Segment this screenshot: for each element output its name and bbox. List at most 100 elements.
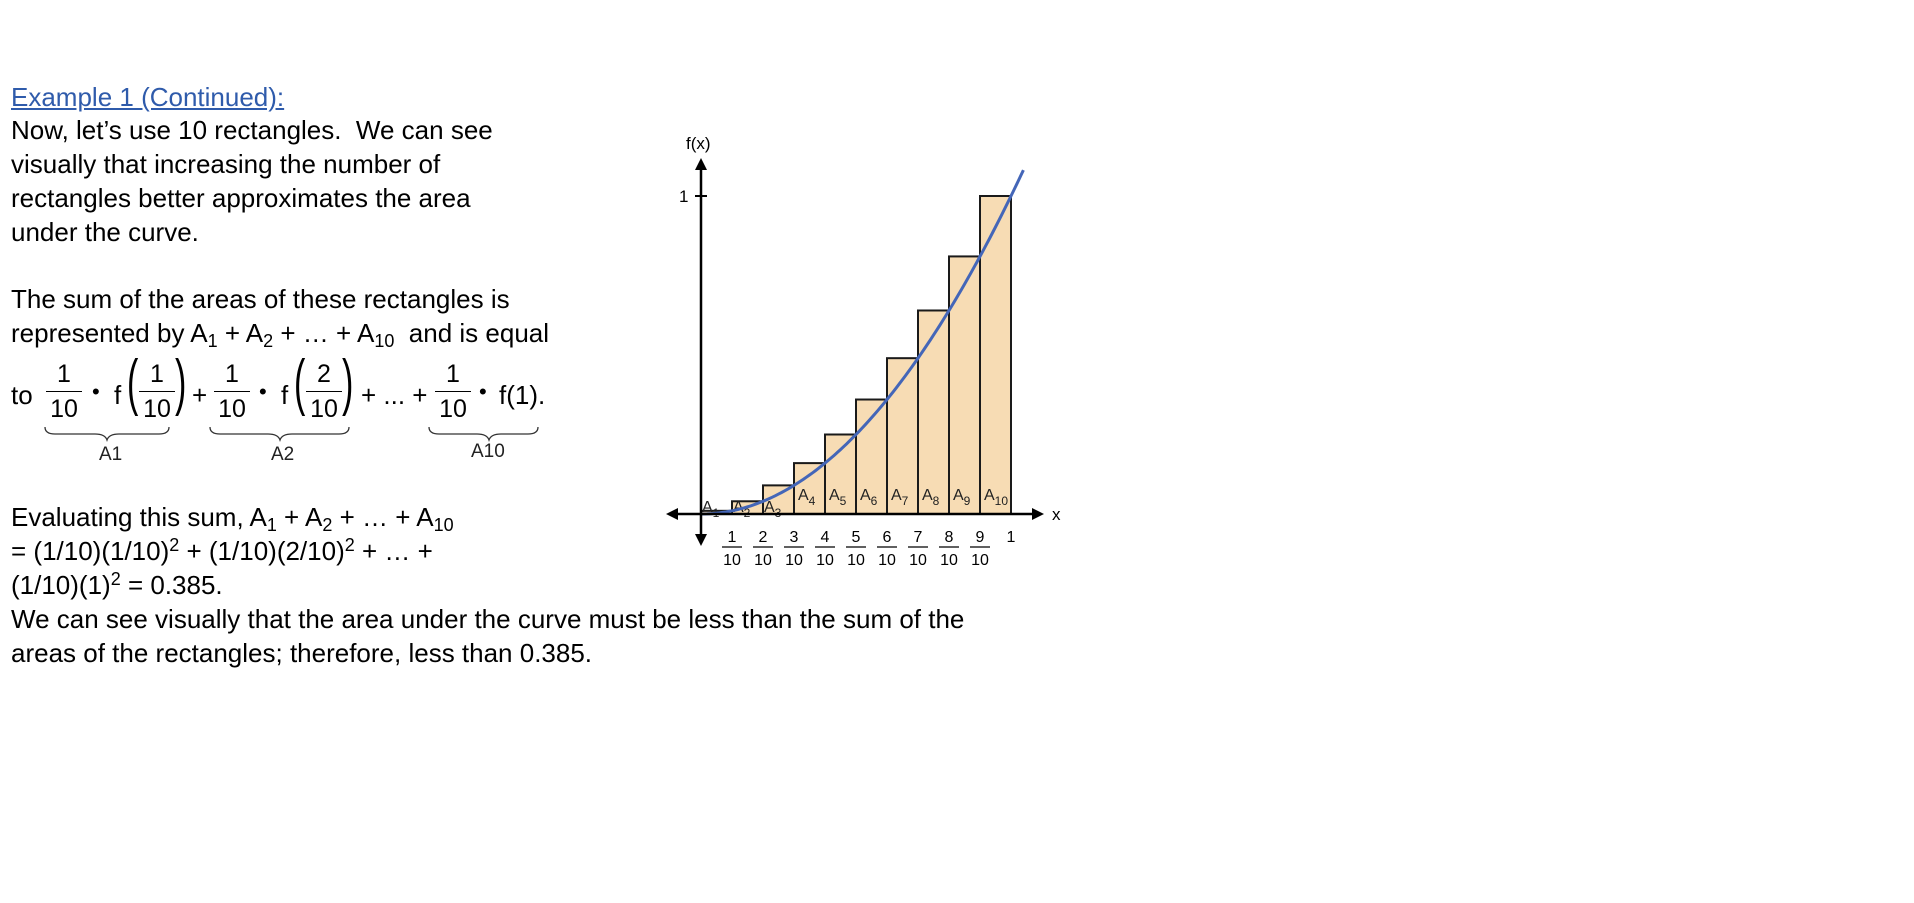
intro-line-3: rectangles better approximates the area bbox=[11, 183, 471, 213]
heading-link[interactable]: Example 1 (Continued): bbox=[11, 82, 285, 112]
x-tick-numerator-3: 3 bbox=[790, 529, 799, 546]
sum-text-a: represented by A bbox=[11, 318, 208, 348]
conclusion-line-2: areas of the rectangles; therefore, less… bbox=[11, 638, 593, 668]
fraction-numerator: 1 bbox=[446, 360, 460, 388]
dot-operator: • bbox=[479, 379, 487, 404]
fraction-arg-2: 2 10 bbox=[302, 359, 346, 424]
eval-sup-3: 2 bbox=[110, 569, 121, 589]
sum-text-c: + … + A bbox=[273, 318, 375, 348]
fraction-denominator: 10 bbox=[218, 395, 246, 423]
eval-sup-1: 2 bbox=[169, 535, 180, 555]
function-f-of-1: f(1). bbox=[499, 380, 546, 410]
x-tick-denominator-7: 10 bbox=[909, 552, 927, 569]
dot-operator: • bbox=[259, 379, 267, 404]
riemann-rectangles-graph: A1A2A3A4A5A6A7A8A9A10 f(x) 1 x 110210310… bbox=[666, 134, 1061, 569]
x-tick-denominator-3: 10 bbox=[785, 552, 803, 569]
x-tick-denominator-6: 10 bbox=[878, 552, 896, 569]
eval-expr-c: + … + bbox=[354, 536, 433, 566]
eval-expr-b: + (1/10)(2/10) bbox=[179, 536, 345, 566]
sum-sub-10: 10 bbox=[374, 331, 395, 351]
evaluating-line-3: (1/10)(1)2 = 0.385. bbox=[11, 568, 223, 602]
x-tick-numerator-6: 6 bbox=[883, 529, 892, 546]
rectangles-group bbox=[700, 195, 1012, 516]
function-f: f bbox=[114, 380, 122, 410]
y-axis-up-arrow bbox=[695, 158, 707, 170]
eval-expr-a: = (1/10)(1/10) bbox=[11, 536, 170, 566]
fraction-1-10: 1 10 bbox=[42, 359, 86, 424]
eval-sub-2: 2 bbox=[322, 515, 333, 535]
fraction-arg-1: 1 10 bbox=[135, 359, 179, 424]
underbrace-a1 bbox=[44, 426, 170, 443]
x-tick-denominator-2: 10 bbox=[754, 552, 772, 569]
intro-line-1: Now, let’s use 10 rectangles. We can see bbox=[11, 115, 493, 145]
underbrace-a10 bbox=[428, 426, 539, 443]
x-tick-numerator-7: 7 bbox=[914, 529, 923, 546]
arg-numerator: 1 bbox=[150, 360, 164, 388]
brace-label-a10: A10 bbox=[471, 441, 505, 462]
x-tick-numerator-5: 5 bbox=[852, 529, 861, 546]
ellipsis-plus: + ... + bbox=[361, 380, 428, 410]
eval-expr-d: (1/10)(1) bbox=[11, 570, 111, 600]
eval-sub-1: 1 bbox=[266, 515, 277, 535]
brace-label-a1: A1 bbox=[99, 444, 123, 465]
x-tick-label-1: 1 bbox=[1007, 529, 1016, 546]
brace-label-a2: A2 bbox=[271, 444, 295, 465]
sum-line-1: The sum of the areas of these rectangles… bbox=[11, 284, 510, 314]
fraction-1-10: 1 10 bbox=[431, 359, 475, 424]
y-axis-down-arrow bbox=[695, 534, 707, 546]
rectangle-a9 bbox=[948, 255, 981, 515]
eval-sup-2: 2 bbox=[344, 535, 355, 555]
formula-to: to bbox=[11, 380, 33, 410]
dot-operator: • bbox=[92, 379, 100, 404]
fraction-denominator: 10 bbox=[439, 395, 467, 423]
x-axis-label: x bbox=[1052, 505, 1061, 524]
intro-line-4: under the curve. bbox=[11, 217, 199, 247]
fraction-numerator: 1 bbox=[57, 360, 71, 388]
fraction-denominator: 10 bbox=[50, 395, 78, 423]
function-f: f bbox=[281, 380, 289, 410]
fraction-numerator: 1 bbox=[225, 360, 239, 388]
x-tick-numerator-8: 8 bbox=[945, 529, 954, 546]
x-tick-numerator-4: 4 bbox=[821, 529, 830, 546]
x-axis-left-arrow bbox=[666, 508, 678, 520]
x-tick-numerator-9: 9 bbox=[976, 529, 985, 546]
sum-sub-1: 1 bbox=[207, 331, 218, 351]
x-tick-numerator-2: 2 bbox=[759, 529, 768, 546]
eval-text-a: Evaluating this sum, A bbox=[11, 502, 267, 532]
function-curve bbox=[701, 169, 1025, 516]
evaluating-line-1: Evaluating this sum, A1 + A2 + … + A10 bbox=[11, 500, 454, 534]
rectangle-label-a1: A1 bbox=[702, 499, 720, 520]
x-tick-denominator-4: 10 bbox=[816, 552, 834, 569]
arg-denominator: 10 bbox=[310, 395, 338, 423]
x-tick-denominator-1: 10 bbox=[723, 552, 741, 569]
underbrace-a2 bbox=[209, 426, 350, 443]
eval-text-b: + A bbox=[276, 502, 323, 532]
sum-text-b: + A bbox=[217, 318, 264, 348]
arg-numerator: 2 bbox=[317, 360, 331, 388]
eval-result: = 0.385. bbox=[120, 570, 223, 600]
eval-text-c: + … + A bbox=[332, 502, 434, 532]
conclusion-line-1: We can see visually that the area under … bbox=[11, 604, 965, 634]
y-axis-label: f(x) bbox=[686, 134, 711, 153]
y-tick-label: 1 bbox=[679, 187, 688, 206]
intro-line-2: visually that increasing the number of bbox=[11, 149, 441, 179]
eval-sub-10: 10 bbox=[433, 515, 454, 535]
underbraces bbox=[44, 426, 539, 443]
x-tick-labels-group: 1 10 2 10 3 10 4 10 5 10 6 10 7 10 8 10 9 10 1 bbox=[722, 529, 1016, 569]
sum-text-d: and is equal bbox=[394, 318, 550, 348]
x-tick-numerator-1: 1 bbox=[728, 529, 737, 546]
riemann-sum-formula: to 1 10 • f ( 1 10 ) + 1 10 • f ( 2 10 ) + .… bbox=[11, 348, 571, 465]
arg-denominator: 10 bbox=[143, 395, 171, 423]
fraction-1-10: 1 10 bbox=[210, 359, 254, 424]
rectangle-a10 bbox=[979, 195, 1012, 515]
sum-line-2: represented by A1 + A2 + … + A10 and is … bbox=[11, 316, 549, 350]
rectangle-a7 bbox=[886, 357, 919, 515]
evaluating-line-2: = (1/10)(1/10)2 + (1/10)(2/10)2 + … + bbox=[11, 534, 433, 568]
x-tick-denominator-8: 10 bbox=[940, 552, 958, 569]
x-tick-denominator-9: 10 bbox=[971, 552, 989, 569]
rectangle-a4 bbox=[793, 462, 826, 515]
sum-sub-2: 2 bbox=[263, 331, 274, 351]
rectangle-a8 bbox=[917, 309, 950, 515]
plus-1: + bbox=[192, 380, 208, 410]
x-axis-right-arrow bbox=[1032, 508, 1044, 520]
